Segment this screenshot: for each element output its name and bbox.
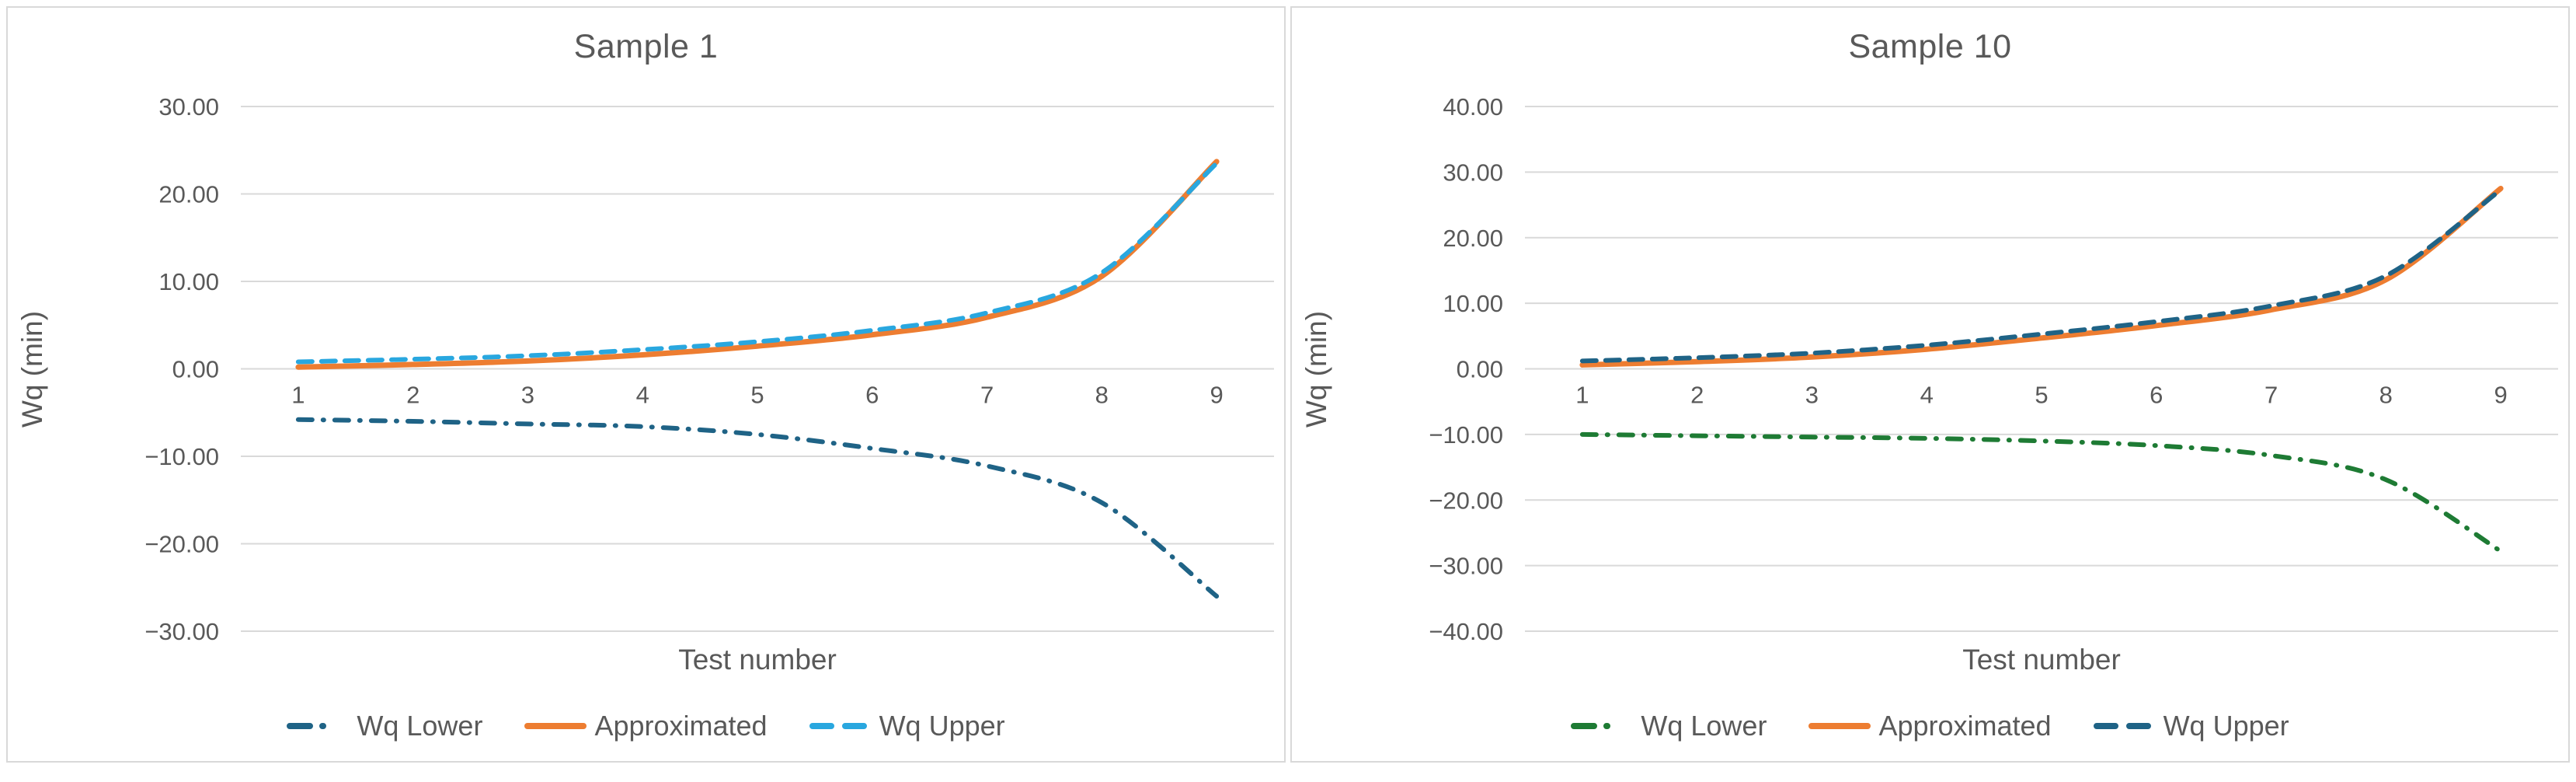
x-tick-label: 5 [2035, 382, 2048, 409]
y-tick-label: 20.00 [1443, 225, 1503, 252]
y-tick-label: −20.00 [1429, 487, 1503, 514]
x-tick-label: 7 [980, 382, 994, 409]
x-axis-title: Test number [678, 644, 837, 676]
y-tick-label: 10.00 [1443, 290, 1503, 317]
x-tick-label: 2 [406, 382, 419, 409]
legend-label: Wq Lower [1641, 710, 1767, 742]
legend-marker-wq-lower [287, 723, 350, 729]
x-tick-label: 6 [2150, 382, 2163, 409]
chart-panel-sample-1: Sample 1 Wq (min) 30.00 20.00 10.00 0.00 −10… [6, 6, 1286, 763]
x-tick-label: 2 [1690, 382, 1704, 409]
x-axis-title: Test number [1962, 644, 2121, 676]
x-tick-label: 9 [1210, 382, 1223, 409]
x-tick-label: 3 [521, 382, 534, 409]
legend: Wq Lower Approximated Wq Upper [8, 710, 1284, 742]
y-tick-label: −30.00 [144, 618, 219, 645]
legend-item-wq-upper: Wq Upper [2093, 710, 2289, 742]
series-line-wq-upper [295, 161, 1220, 365]
y-tick-label: 30.00 [158, 93, 219, 120]
x-tick-label: 1 [291, 382, 305, 409]
legend-label: Approximated [594, 710, 768, 742]
y-tick-label: −30.00 [1429, 553, 1503, 580]
x-tick-label: 4 [636, 382, 649, 409]
x-tick-label: 6 [865, 382, 879, 409]
legend-marker-approximated [524, 723, 587, 729]
chart-panel-sample-10: Sample 10 Wq (min) 40.00 30.00 20.00 10.00 0… [1290, 6, 2570, 763]
legend-marker-wq-upper [2093, 723, 2156, 729]
legend-item-wq-lower: Wq Lower [1571, 710, 1767, 742]
legend: Wq Lower Approximated Wq Upper [1292, 710, 2568, 742]
y-tick-label: 10.00 [158, 268, 219, 295]
legend-label: Wq Upper [2163, 710, 2289, 742]
y-tick-label: −10.00 [1429, 421, 1503, 449]
x-tick-label: 8 [2379, 382, 2393, 409]
y-tick-label: 30.00 [1443, 159, 1503, 186]
x-tick-label: 7 [2264, 382, 2278, 409]
x-tick-label: 1 [1575, 382, 1589, 409]
series-line-wq-lower [1579, 431, 2504, 554]
legend-item-approximated: Approximated [1808, 710, 2052, 742]
legend-marker-wq-lower [1571, 723, 1634, 729]
x-tick-label: 3 [1805, 382, 1819, 409]
x-tick-label: 4 [1920, 382, 1934, 409]
y-tick-label: −40.00 [1429, 618, 1503, 645]
y-tick-label: 20.00 [158, 181, 219, 208]
y-tick-label: 0.00 [172, 356, 219, 383]
legend-label: Wq Upper [879, 710, 1005, 742]
legend-label: Approximated [1878, 710, 2052, 742]
legend-item-wq-upper: Wq Upper [809, 710, 1005, 742]
x-tick-label: 9 [2494, 382, 2507, 409]
chart-title: Sample 1 [573, 28, 719, 65]
legend-label: Wq Lower [357, 710, 483, 742]
y-tick-label: 0.00 [1457, 356, 1503, 383]
y-tick-label: −10.00 [144, 443, 219, 470]
legend-item-approximated: Approximated [524, 710, 768, 742]
series-line-wq-upper [1579, 187, 2504, 364]
legend-marker-wq-upper [809, 723, 872, 729]
series-line-approximated [295, 159, 1220, 370]
legend-item-wq-lower: Wq Lower [287, 710, 482, 742]
x-tick-label: 8 [1095, 382, 1109, 409]
y-tick-label: 40.00 [1443, 93, 1503, 120]
series-line-approximated [1579, 186, 2504, 368]
chart-title: Sample 10 [1848, 28, 2012, 65]
legend-marker-approximated [1808, 723, 1871, 729]
x-tick-label: 5 [750, 382, 764, 409]
y-tick-label: −20.00 [144, 531, 219, 558]
plot-area: 40.00 30.00 20.00 10.00 0.00 −10.00 −20.00 −30.… [1429, 93, 2558, 645]
series-line-wq-lower [295, 417, 1220, 599]
plot-area: 30.00 20.00 10.00 0.00 −10.00 −20.00 −30.00 1 2 3… [144, 93, 1274, 645]
